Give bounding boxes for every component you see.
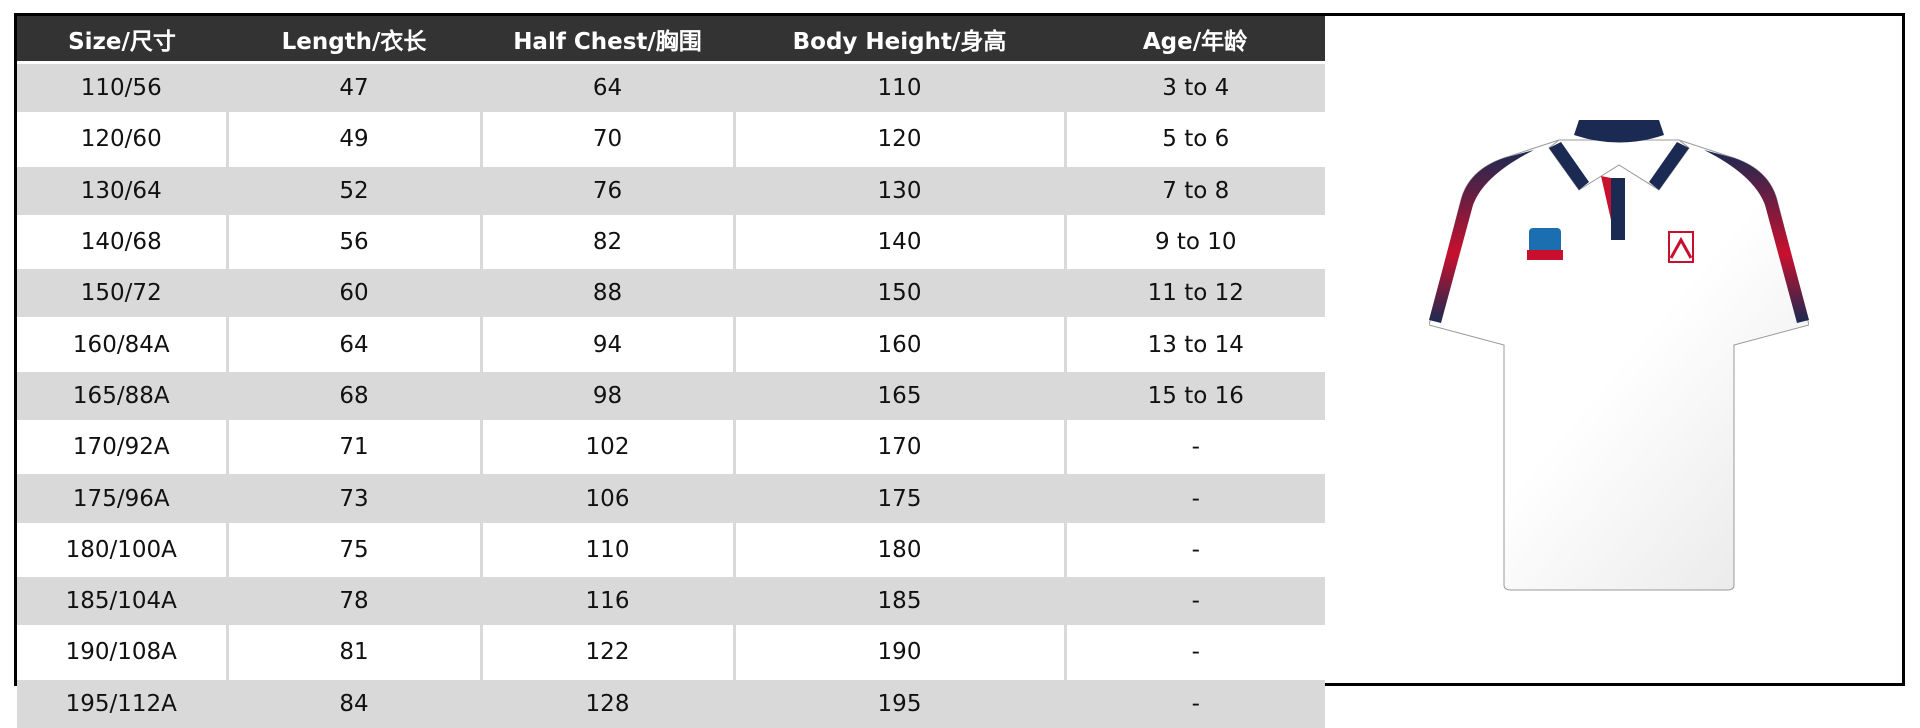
- cell-age: -: [1063, 625, 1325, 679]
- cell-age: -: [1063, 676, 1325, 728]
- cell-size: 130/64: [17, 163, 227, 217]
- cell-length: 49: [225, 112, 481, 166]
- cell-age: 3 to 4: [1063, 60, 1325, 114]
- cell-half-chest: 116: [479, 573, 734, 627]
- cell-length: 47: [225, 60, 481, 114]
- table-row: 170/92A 71 102 170-: [17, 420, 1325, 473]
- cell-body-height: 160: [732, 317, 1065, 371]
- cell-half-chest: 122: [479, 625, 734, 679]
- cell-half-chest: 64: [479, 60, 734, 114]
- cell-body-height: 175: [732, 471, 1065, 525]
- table-row: 195/112A 84 128 195-: [17, 676, 1325, 728]
- cell-body-height: 190: [732, 625, 1065, 679]
- cell-half-chest: 70: [479, 112, 734, 166]
- cell-body-height: 170: [732, 420, 1065, 473]
- cell-half-chest: 98: [479, 368, 734, 422]
- header-half-chest: Half Chest/胸围: [481, 16, 734, 63]
- table-row: 150/72 60 88 150 11 to 12: [17, 266, 1325, 319]
- size-chart: Size/尺寸 Length/衣长 Half Chest/胸围 Body Height…: [14, 13, 1905, 728]
- size-table: Size/尺寸 Length/衣长 Half Chest/胸围 Body Height…: [17, 16, 1325, 728]
- cell-body-height: 140: [732, 214, 1065, 268]
- cell-size: 195/112A: [17, 676, 227, 728]
- table-row: 175/96A 73 106 175-: [17, 471, 1325, 525]
- cell-body-height: 120: [732, 112, 1065, 166]
- cell-size: 150/72: [17, 266, 227, 319]
- cell-body-height: 110: [732, 60, 1065, 114]
- cell-age: 7 to 8: [1063, 163, 1325, 217]
- cell-age: -: [1063, 573, 1325, 627]
- cell-size: 180/100A: [17, 522, 227, 576]
- cell-size: 190/108A: [17, 625, 227, 679]
- cell-age: -: [1063, 420, 1325, 473]
- cell-half-chest: 128: [479, 676, 734, 728]
- cell-size: 160/84A: [17, 317, 227, 371]
- cell-body-height: 130: [732, 163, 1065, 217]
- table-row: 180/100A 75 110 180-: [17, 522, 1325, 576]
- cell-age: 11 to 12: [1063, 266, 1325, 319]
- cell-half-chest: 88: [479, 266, 734, 319]
- header-length: Length/衣长: [227, 16, 481, 63]
- cell-body-height: 185: [732, 573, 1065, 627]
- cell-length: 68: [225, 368, 481, 422]
- cell-age: -: [1063, 471, 1325, 525]
- cell-length: 60: [225, 266, 481, 319]
- cell-length: 73: [225, 471, 481, 525]
- cell-length: 64: [225, 317, 481, 371]
- table-row: 110/56 47 64 110 3 to 4: [17, 60, 1325, 114]
- cell-length: 52: [225, 163, 481, 217]
- cell-size: 120/60: [17, 112, 227, 166]
- cell-half-chest: 110: [479, 522, 734, 576]
- cell-length: 84: [225, 676, 481, 728]
- header-body-height: Body Height/身高: [734, 16, 1065, 63]
- cell-size: 185/104A: [17, 573, 227, 627]
- cell-age: 5 to 6: [1063, 112, 1325, 166]
- cell-size: 140/68: [17, 214, 227, 268]
- cell-age: 15 to 16: [1063, 368, 1325, 422]
- cell-body-height: 195: [732, 676, 1065, 728]
- cell-half-chest: 76: [479, 163, 734, 217]
- table-row: 165/88A 68 98 165 15 to 16: [17, 368, 1325, 422]
- polo-shirt-icon: [1429, 120, 1809, 591]
- cell-half-chest: 102: [479, 420, 734, 473]
- cell-length: 75: [225, 522, 481, 576]
- table-row: 160/84A 64 94 160 13 to 14: [17, 317, 1325, 371]
- table-header-row: Size/尺寸 Length/衣长 Half Chest/胸围 Body Height…: [17, 16, 1325, 63]
- product-image-panel: [1325, 16, 1902, 683]
- cell-length: 56: [225, 214, 481, 268]
- header-age: Age/年龄: [1065, 16, 1325, 63]
- cell-age: 9 to 10: [1063, 214, 1325, 268]
- table-row: 130/64 52 76 130 7 to 8: [17, 163, 1325, 217]
- cell-size: 110/56: [17, 60, 227, 114]
- cell-length: 71: [225, 420, 481, 473]
- table-row: 120/60 49 70 120 5 to 6: [17, 112, 1325, 166]
- cell-size: 165/88A: [17, 368, 227, 422]
- cell-body-height: 165: [732, 368, 1065, 422]
- cell-body-height: 180: [732, 522, 1065, 576]
- cell-half-chest: 106: [479, 471, 734, 525]
- table-row: 140/68 56 82 140 9 to 10: [17, 214, 1325, 268]
- cell-age: 13 to 14: [1063, 317, 1325, 371]
- table-row: 190/108A 81 122 190-: [17, 625, 1325, 679]
- table-row: 185/104A 78 116 185-: [17, 573, 1325, 627]
- cell-size: 170/92A: [17, 420, 227, 473]
- cell-body-height: 150: [732, 266, 1065, 319]
- cell-age: -: [1063, 522, 1325, 576]
- cell-half-chest: 94: [479, 317, 734, 371]
- cell-length: 81: [225, 625, 481, 679]
- cell-size: 175/96A: [17, 471, 227, 525]
- cell-length: 78: [225, 573, 481, 627]
- cell-half-chest: 82: [479, 214, 734, 268]
- header-size: Size/尺寸: [17, 16, 227, 63]
